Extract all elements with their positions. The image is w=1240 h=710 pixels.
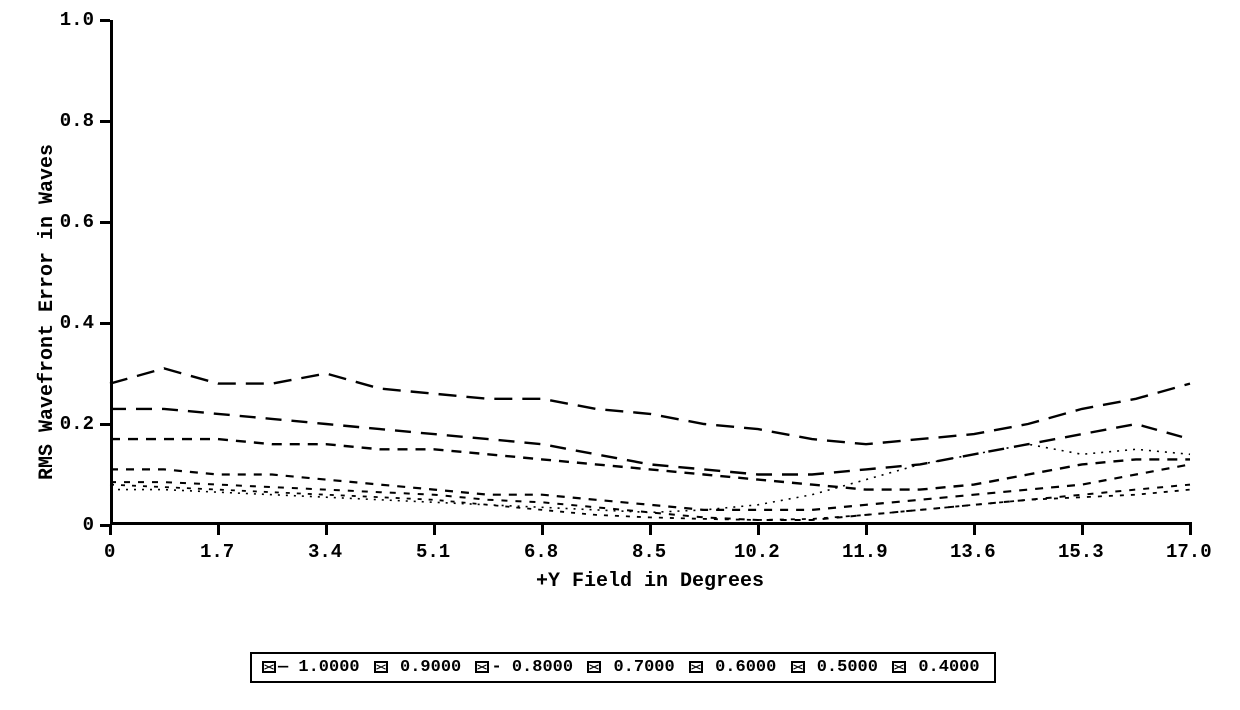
legend-marker-icon — [587, 661, 601, 673]
series-line — [110, 464, 1190, 510]
series-line — [110, 485, 1190, 520]
legend-marker-icon — [374, 661, 388, 673]
legend-marker-icon — [689, 661, 703, 673]
legend-item: 0.5000 — [791, 658, 878, 677]
legend-label: 0.4000 — [908, 658, 979, 677]
legend-item: 0.9000 — [374, 658, 461, 677]
legend-item: - 0.8000 — [475, 658, 573, 677]
legend-item: 0.6000 — [689, 658, 776, 677]
legend-label: 0.7000 — [603, 658, 674, 677]
legend-label: 0.6000 — [705, 658, 776, 677]
legend-marker-icon — [892, 661, 906, 673]
series-line — [110, 368, 1190, 444]
curves-svg — [0, 0, 1240, 710]
legend-label: 0.9000 — [390, 658, 461, 677]
legend-item: 0.4000 — [892, 658, 979, 677]
series-line — [110, 439, 1190, 490]
legend-label: 0.5000 — [807, 658, 878, 677]
legend-item: 0.7000 — [587, 658, 674, 677]
legend: — 1.0000 0.9000 - 0.8000 0.7000 0.6000 0… — [250, 652, 996, 683]
series-line — [110, 409, 1190, 475]
legend-marker-icon — [791, 661, 805, 673]
series-line — [110, 444, 1190, 512]
legend-label: - 0.8000 — [491, 658, 573, 677]
legend-item: — 1.0000 — [262, 658, 360, 677]
legend-marker-icon — [262, 661, 276, 673]
legend-marker-icon — [475, 661, 489, 673]
legend-label: — 1.0000 — [278, 658, 360, 677]
chart-container: 00.20.40.60.81.0 01.73.45.16.88.510.211.… — [0, 0, 1240, 710]
series-line — [110, 482, 1190, 520]
